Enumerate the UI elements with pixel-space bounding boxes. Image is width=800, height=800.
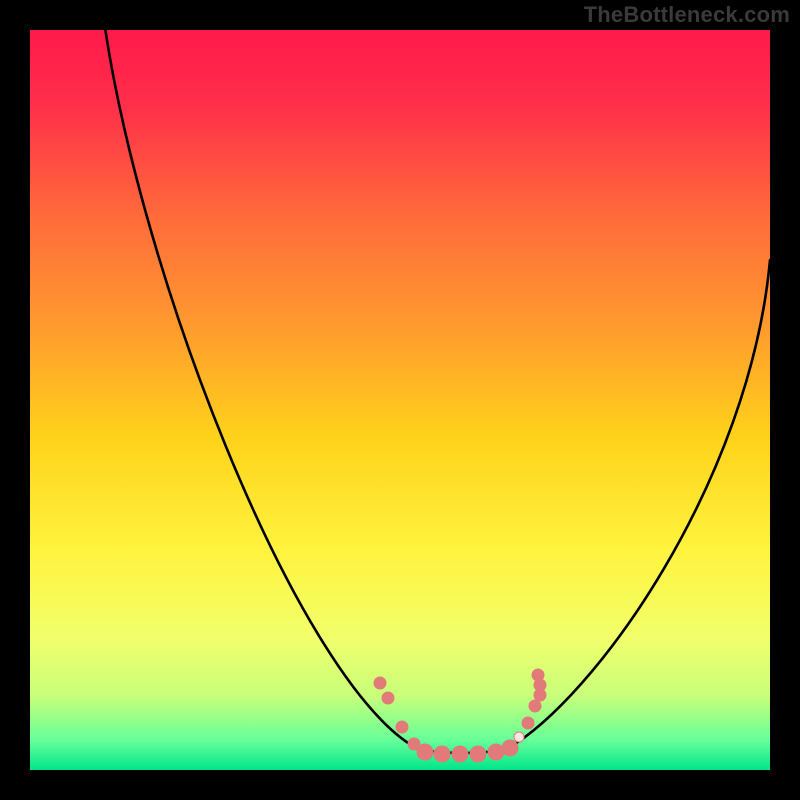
watermark-label: TheBottleneck.com — [584, 2, 790, 28]
data-point — [417, 744, 433, 760]
data-point — [434, 746, 450, 762]
data-point — [374, 677, 386, 689]
data-point — [488, 744, 504, 760]
chart-stage: TheBottleneck.com — [0, 0, 800, 800]
data-point — [502, 740, 518, 756]
data-point — [396, 721, 408, 733]
data-point — [522, 717, 534, 729]
curve-layer — [30, 30, 770, 770]
data-point — [534, 689, 546, 701]
data-point — [529, 700, 541, 712]
data-point — [514, 732, 524, 742]
data-markers — [374, 669, 546, 762]
data-point — [470, 746, 486, 762]
v-curve — [100, 30, 770, 753]
plot-area — [30, 30, 770, 770]
data-point — [452, 746, 468, 762]
data-point — [382, 692, 394, 704]
